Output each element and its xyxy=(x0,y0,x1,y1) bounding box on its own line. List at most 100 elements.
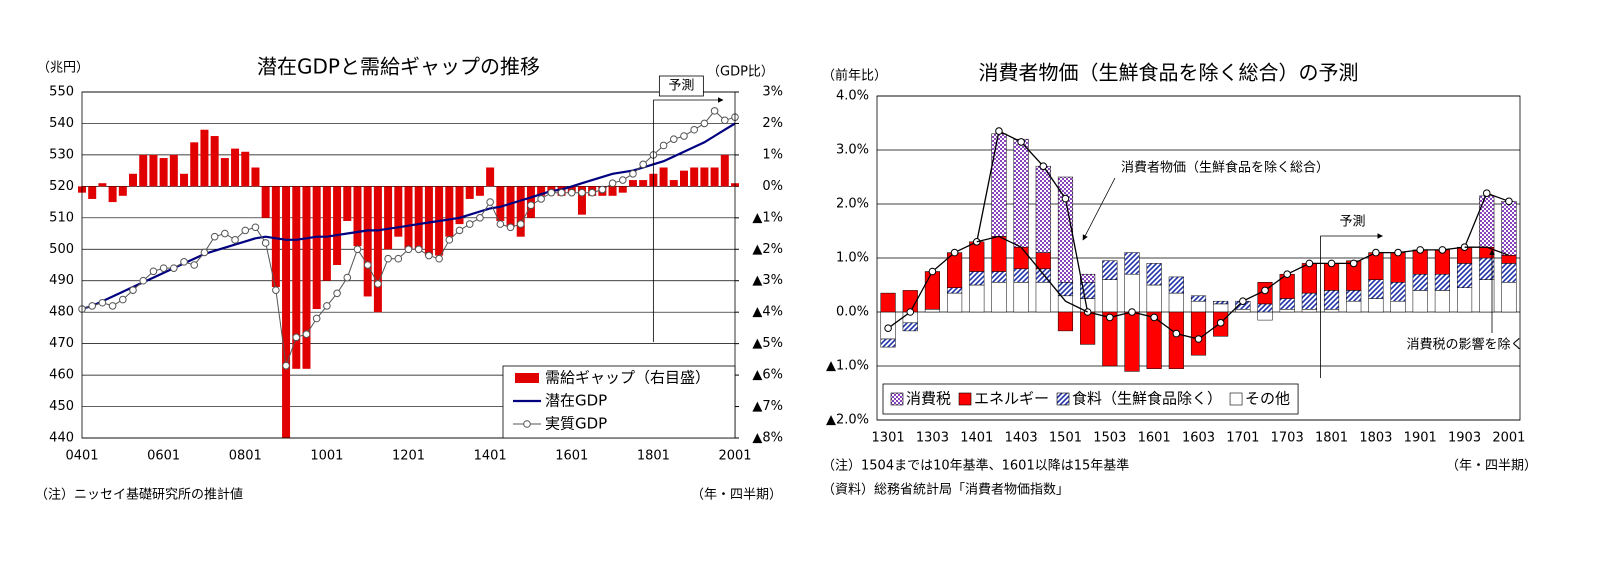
bar-segment xyxy=(1213,300,1229,305)
point xyxy=(1327,259,1336,268)
bar xyxy=(190,142,199,187)
x-tick-label: 1501 xyxy=(1049,431,1082,446)
bar-segment xyxy=(1124,252,1140,275)
point xyxy=(384,254,392,263)
y2-tick-label: 2% xyxy=(762,116,783,131)
point xyxy=(1017,138,1025,146)
y2-tick-label: 1% xyxy=(762,147,783,162)
x-tick-label: 1703 xyxy=(1271,431,1304,446)
bar xyxy=(496,186,505,221)
bar-segment xyxy=(1390,252,1406,283)
bar-segment xyxy=(991,133,1007,237)
bar xyxy=(679,170,688,187)
bar-segment xyxy=(1013,138,1029,248)
point xyxy=(950,248,959,257)
point xyxy=(906,308,915,316)
point xyxy=(527,201,535,210)
point xyxy=(333,289,341,298)
point xyxy=(1194,335,1203,343)
bar-segment xyxy=(1257,311,1273,321)
point xyxy=(1061,194,1070,203)
y-tick-label: 1.0% xyxy=(836,251,869,266)
point xyxy=(1216,319,1225,327)
point xyxy=(180,258,188,266)
point xyxy=(516,220,525,228)
bar xyxy=(118,186,127,196)
point xyxy=(720,116,729,125)
bar-segment xyxy=(1035,252,1051,270)
y-tick-label: 450 xyxy=(49,399,74,414)
y2-tick-label: ▲5% xyxy=(752,336,783,351)
y2-tick-label: ▲6% xyxy=(752,368,783,383)
bar xyxy=(271,186,280,288)
x-tick-label: 1801 xyxy=(1315,431,1348,446)
bar-segment xyxy=(1102,279,1118,313)
bar-segment xyxy=(1168,311,1184,369)
bar-segment xyxy=(1124,273,1140,313)
forecast-label: 予測 xyxy=(668,79,694,94)
annotation: 消費者物価（生鮮食品を除く総合） xyxy=(1121,160,1329,176)
bar xyxy=(282,186,291,438)
point xyxy=(1239,297,1247,306)
bar xyxy=(251,167,260,187)
x-tick-label: 1201 xyxy=(392,449,425,464)
y-tick-label: 0.0% xyxy=(836,305,869,320)
bar-segment xyxy=(1346,290,1362,302)
point xyxy=(506,223,515,232)
point xyxy=(190,261,199,269)
legend-box xyxy=(882,383,1299,415)
point xyxy=(465,220,474,228)
y-tick-label: ▲1.0% xyxy=(826,359,869,374)
bar-segment xyxy=(1457,263,1473,288)
bar xyxy=(608,186,617,196)
point xyxy=(323,302,331,310)
bar xyxy=(363,186,372,297)
legend-label: 消費税 xyxy=(906,390,951,408)
bar-segment xyxy=(1057,282,1074,297)
x-tick-label: 1603 xyxy=(1182,431,1215,446)
bar-segment xyxy=(1057,311,1074,332)
bar xyxy=(618,186,627,193)
legend-label: 需給ギャップ（右目盛） xyxy=(545,369,710,387)
bar xyxy=(475,186,484,196)
bar-segment xyxy=(969,284,985,313)
bar-segment xyxy=(969,271,985,286)
point xyxy=(476,214,484,222)
bar-segment xyxy=(1501,263,1517,283)
point xyxy=(486,198,494,206)
point xyxy=(98,298,107,307)
y-tick-label: 470 xyxy=(49,336,74,351)
legend-label: 実質GDP xyxy=(545,415,607,433)
point xyxy=(496,220,505,228)
point xyxy=(598,185,607,194)
bar xyxy=(414,186,423,250)
point xyxy=(88,302,97,310)
bar-segment xyxy=(1301,263,1317,294)
bar-segment xyxy=(1390,282,1406,302)
bar xyxy=(333,186,342,265)
bar-segment xyxy=(1346,300,1362,313)
x-axis-label: （年・四半期） xyxy=(1446,459,1537,474)
point xyxy=(455,226,464,235)
bar-segment xyxy=(991,271,1007,283)
bar-segment xyxy=(1013,282,1029,313)
point xyxy=(200,248,209,257)
bar-segment xyxy=(1323,309,1340,313)
point xyxy=(108,302,117,310)
point xyxy=(374,280,382,288)
y2-tick-label: 3% xyxy=(762,85,783,100)
point xyxy=(972,238,981,246)
point xyxy=(629,169,637,178)
bar-segment xyxy=(1213,303,1229,313)
bar-segment xyxy=(1080,311,1096,345)
bar xyxy=(455,186,464,225)
x-tick-label: 1301 xyxy=(872,431,905,446)
bar xyxy=(404,186,413,250)
chart-title: 消費者物価（生鮮食品を除く総合）の予測 xyxy=(979,61,1359,85)
bar-segment xyxy=(1190,300,1207,313)
bar-segment xyxy=(1412,290,1428,313)
point xyxy=(119,295,127,304)
annotation-pointer xyxy=(1082,177,1116,241)
x-tick-label: 1503 xyxy=(1093,431,1126,446)
